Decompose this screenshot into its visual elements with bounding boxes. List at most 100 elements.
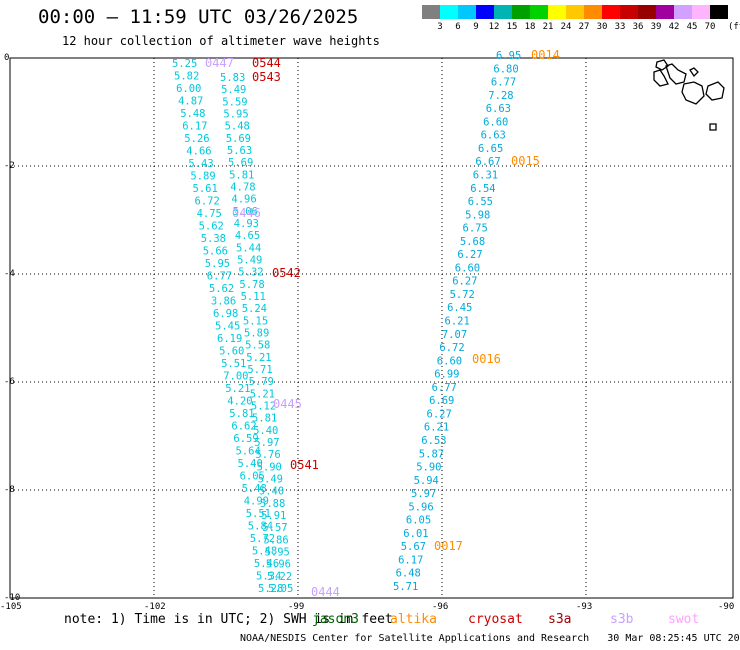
- lon-label: -99: [288, 602, 304, 612]
- swh-value: 5.68: [460, 236, 485, 248]
- swh-value: 5.49: [237, 255, 262, 267]
- swh-value: 6.54: [470, 183, 495, 195]
- scale-swatch: [476, 5, 494, 19]
- pass-time-label: 0445: [273, 397, 302, 411]
- swh-value: 6.95: [496, 50, 521, 62]
- swh-value: 5.34: [256, 571, 281, 583]
- swh-value: 5.48: [242, 483, 267, 495]
- swh-value: 6.17: [398, 555, 423, 567]
- pass-time-label: 0444: [311, 585, 340, 599]
- swh-value: 5.90: [257, 461, 282, 473]
- wave-height-tracks: 5.255.826.004.875.486.175.264.665.435.89…: [172, 50, 521, 595]
- swh-value: 6.99: [434, 369, 459, 381]
- swh-value: 6.53: [421, 435, 446, 447]
- swh-value: 5.98: [465, 209, 490, 221]
- scale-label: 45: [686, 22, 698, 32]
- scale-unit: (ft): [728, 22, 740, 32]
- swh-value: 5.24: [242, 303, 267, 315]
- swh-value: 5.62: [199, 221, 224, 233]
- swh-value: 6.55: [468, 196, 493, 208]
- lat-label: -10: [4, 593, 20, 603]
- swh-value: 6.59: [233, 433, 258, 445]
- swh-value: 6.19: [217, 333, 242, 345]
- axis-labels: 0 -2 -4 -6 -8 -10-105 -102 -99 -96 -93 -90: [0, 53, 734, 612]
- swh-value: 4.20: [227, 396, 252, 408]
- satellite-legend-item: cryosat: [468, 612, 523, 627]
- swh-value: 6.21: [445, 316, 470, 328]
- swh-value: 6.31: [473, 170, 498, 182]
- swh-value: 5.58: [245, 340, 270, 352]
- swh-value: 5.40: [238, 458, 263, 470]
- scale-label: 27: [578, 22, 590, 32]
- pass-time-label: 0015: [511, 154, 540, 168]
- scale-swatch: [512, 5, 530, 19]
- satellite-legend-item: s3a: [548, 612, 572, 627]
- swh-value: 5.64: [236, 446, 261, 458]
- swh-value: 6.65: [478, 143, 503, 155]
- swh-value: 5.72: [250, 533, 275, 545]
- map-subtitle: 12 hour collection of altimeter wave hei…: [62, 34, 380, 48]
- swh-value: 5.95: [223, 109, 248, 121]
- swh-value: 6.01: [403, 528, 428, 540]
- swh-value: 5.21: [225, 383, 250, 395]
- swh-value: 5.96: [408, 501, 433, 513]
- pass-time-label: 0544: [252, 56, 281, 70]
- swh-value: 6.77: [432, 382, 457, 394]
- swh-value: 5.66: [203, 246, 228, 258]
- swh-value: 5.49: [258, 474, 283, 486]
- lon-label: -93: [576, 602, 592, 612]
- swh-value: 5.05: [268, 583, 293, 595]
- swh-value: 6.62: [231, 421, 256, 433]
- swh-value: 3.86: [211, 296, 236, 308]
- pass-time-label: 0541: [290, 458, 319, 472]
- pass-time-label: 0014: [531, 48, 560, 62]
- scale-label: 36: [632, 22, 644, 32]
- swh-value: 6.45: [447, 302, 472, 314]
- island-shape: [653, 59, 669, 87]
- swh-value: 6.72: [439, 342, 464, 354]
- swh-value: 5.84: [248, 521, 273, 533]
- swh-value: 5.87: [419, 448, 444, 460]
- swh-value: 6.27: [427, 408, 452, 420]
- swh-value: 4.75: [197, 208, 222, 220]
- swh-value: 6.60: [437, 355, 462, 367]
- swh-value: 5.15: [243, 315, 268, 327]
- scale-label: 6: [455, 22, 461, 32]
- swh-value: 5.96: [266, 559, 291, 571]
- swh-value: 6.21: [424, 422, 449, 434]
- swh-value: 5.44: [236, 242, 261, 254]
- swh-value: 4.78: [230, 182, 255, 194]
- swh-value: 6.05: [406, 515, 431, 527]
- swh-value: 4.65: [235, 230, 260, 242]
- swh-value: 5.89: [190, 171, 215, 183]
- pass-time-label: 0016: [472, 352, 501, 366]
- swh-value: 5.76: [255, 449, 280, 461]
- scale-label: 12: [488, 22, 500, 32]
- lon-label: -105: [0, 602, 22, 612]
- swh-value: 5.86: [263, 534, 288, 546]
- swh-value: 6.75: [463, 223, 488, 235]
- swh-value: 6.00: [176, 83, 201, 95]
- swh-value: 5.40: [259, 486, 284, 498]
- scale-swatch: [710, 5, 728, 19]
- swh-value: 6.69: [429, 395, 454, 407]
- swh-value: 6.72: [195, 196, 220, 208]
- swh-value: 5.71: [393, 581, 418, 593]
- swh-value: 5.57: [262, 522, 287, 534]
- swh-value: 6.67: [475, 156, 500, 168]
- map-title: 00:00 – 11:59 UTC 03/26/2025: [38, 6, 359, 28]
- scale-label: 33: [614, 22, 626, 32]
- swh-value: 5.38: [201, 233, 226, 245]
- swh-value: 5.45: [215, 321, 240, 333]
- swh-value: 5.94: [414, 475, 439, 487]
- swh-value: 5.49: [221, 84, 246, 96]
- island-shape: [709, 123, 717, 131]
- swh-value: 5.40: [253, 425, 278, 437]
- swh-value: 5.78: [239, 279, 264, 291]
- swh-value: 5.71: [247, 364, 272, 376]
- scale-label: 30: [596, 22, 608, 32]
- island-shape: [665, 63, 687, 85]
- swh-value: 5.95: [205, 258, 230, 270]
- swh-value: 5.48: [180, 108, 205, 120]
